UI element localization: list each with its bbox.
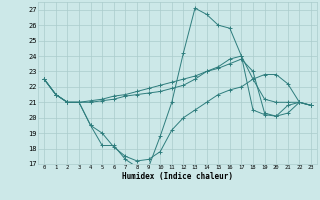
X-axis label: Humidex (Indice chaleur): Humidex (Indice chaleur) [122,172,233,181]
